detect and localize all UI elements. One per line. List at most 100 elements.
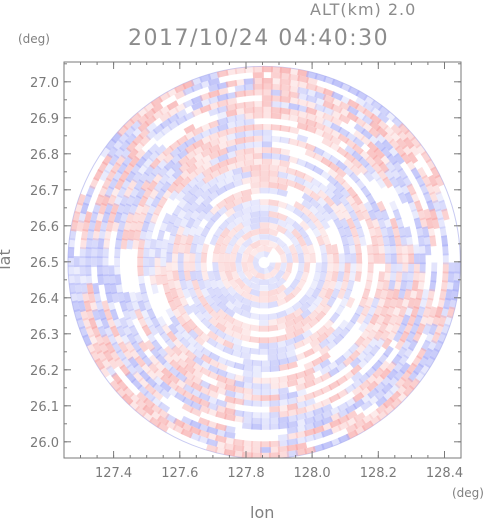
radar-cell [382, 176, 393, 189]
radar-cell [148, 187, 160, 200]
radar-cell [279, 154, 291, 162]
radar-cell [234, 67, 247, 75]
radar-cell [225, 220, 237, 232]
radar-cell [313, 146, 325, 156]
radar-cell [269, 400, 281, 407]
radar-cell [232, 209, 244, 219]
radar-cell [240, 303, 252, 313]
radar-cell [125, 194, 136, 207]
radar-cell [380, 209, 390, 221]
radar-cell [398, 305, 408, 318]
radar-cell [297, 86, 309, 95]
radar-cell [107, 211, 117, 224]
radar-cell [345, 423, 358, 434]
radar-cell [215, 423, 227, 432]
radar-cell [95, 300, 104, 313]
radar-cell [182, 190, 194, 203]
radar-cell [192, 325, 204, 337]
radar-cell [377, 217, 387, 230]
radar-cell [316, 325, 328, 337]
radar-cell [348, 209, 359, 222]
radar-cell [192, 217, 202, 229]
radar-cell [126, 238, 134, 250]
radar-cell [297, 75, 309, 84]
radar-cell [296, 158, 308, 168]
radar-cell [161, 238, 169, 250]
radar-cell [270, 95, 282, 102]
radar-cell [156, 229, 165, 241]
radar-cell [225, 150, 238, 160]
radar-cell [270, 66, 283, 73]
radar-cell [249, 282, 261, 291]
radar-cell [69, 282, 77, 295]
radar-cell [88, 317, 98, 330]
radar-cell [192, 139, 205, 150]
radar-field [67, 65, 461, 458]
radar-cell [98, 229, 106, 241]
radar-cell [291, 252, 299, 263]
radar-cell [219, 286, 230, 298]
radar-cell [295, 400, 307, 409]
radar-cell [328, 279, 337, 291]
radar-cell [400, 235, 408, 247]
radar-cell [231, 349, 243, 358]
radar-cell [321, 253, 328, 264]
radar-cell [249, 294, 260, 303]
radar-cell [69, 228, 77, 241]
radar-cell [185, 150, 197, 161]
radar-cell [284, 292, 295, 303]
radar-cell [167, 279, 176, 291]
radar-cell [360, 128, 373, 140]
radar-cell [140, 179, 151, 192]
radar-cell [229, 252, 237, 263]
radar-cell [230, 270, 240, 282]
radar-cell [243, 159, 255, 167]
radar-cell [403, 137, 415, 150]
radar-cell [258, 314, 269, 320]
radar-cell [234, 102, 246, 110]
radar-cell [194, 287, 204, 299]
radar-cell [209, 162, 221, 173]
radar-cell [243, 130, 255, 138]
radar-cell [274, 270, 285, 281]
radar-cell [270, 112, 282, 120]
radar-cell [417, 235, 425, 247]
radar-cell [331, 243, 339, 255]
radar-cell [379, 305, 389, 318]
radar-cell [175, 115, 188, 126]
x-tick-label: 128.4 [426, 466, 463, 481]
radar-cell [216, 308, 228, 320]
radar-cell [261, 66, 273, 73]
radar-cell [129, 291, 138, 304]
radar-cell [151, 339, 163, 352]
radar-cell [334, 279, 343, 291]
radar-cell [149, 212, 160, 224]
radar-cell [222, 235, 232, 247]
radar-cell [249, 324, 260, 332]
radar-cell [160, 265, 167, 277]
radar-cell [319, 295, 330, 308]
radar-cell [437, 217, 446, 230]
radar-cell [409, 288, 418, 301]
radar-cell [102, 247, 109, 259]
radar-cell [295, 388, 307, 398]
radar-cell [278, 393, 290, 401]
radar-cell [304, 428, 316, 437]
radar-cell [344, 202, 355, 214]
radar-cell [307, 243, 316, 255]
radar-cell [363, 201, 374, 213]
radar-cell [304, 416, 316, 425]
radar-cell [267, 282, 279, 291]
radar-cell [128, 203, 138, 216]
radar-cell [70, 219, 79, 232]
radar-cell [364, 279, 373, 291]
radar-cell [189, 270, 198, 282]
radar-cell [143, 265, 150, 277]
radar-cell [300, 205, 312, 217]
radar-cell [352, 143, 364, 155]
radar-cell [181, 403, 194, 414]
radar-cell [86, 228, 95, 241]
radar-cell [127, 356, 139, 369]
radar-cell [260, 412, 271, 419]
radar-cell [430, 271, 437, 283]
